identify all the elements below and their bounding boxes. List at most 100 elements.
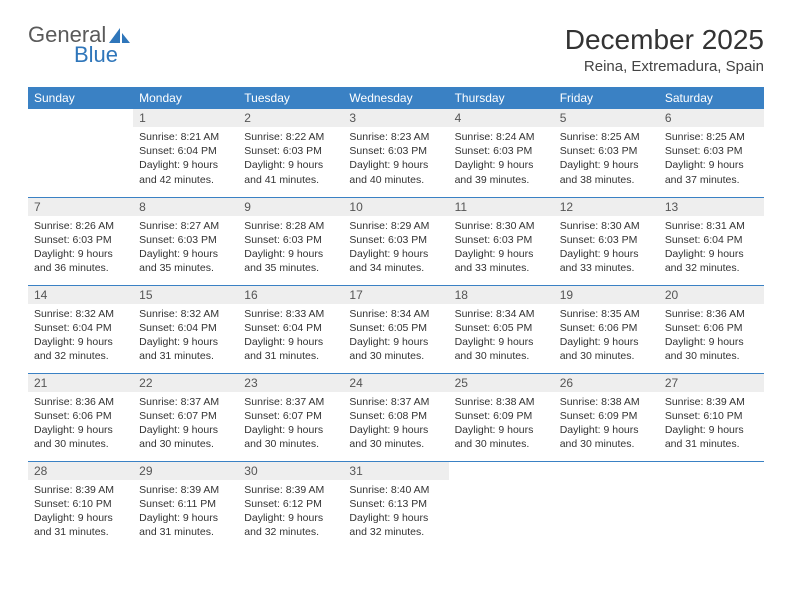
sunrise-label: Sunrise:: [455, 308, 494, 320]
sunrise-value: 8:25 AM: [706, 131, 745, 143]
sunrise-value: 8:32 AM: [75, 308, 114, 320]
sunrise-label: Sunrise:: [139, 131, 178, 143]
calendar-day-cell: 24Sunrise: 8:37 AMSunset: 6:08 PMDayligh…: [343, 373, 448, 461]
sunset-label: Sunset:: [455, 322, 491, 334]
weekday-header: Tuesday: [238, 87, 343, 109]
weekday-header: Friday: [554, 87, 659, 109]
calendar-body: 1Sunrise: 8:21 AMSunset: 6:04 PMDaylight…: [28, 109, 764, 549]
sunrise-value: 8:40 AM: [391, 484, 430, 496]
day-details: Sunrise: 8:37 AMSunset: 6:08 PMDaylight:…: [343, 392, 448, 458]
sunrise-label: Sunrise:: [349, 484, 388, 496]
calendar-day-cell: 7Sunrise: 8:26 AMSunset: 6:03 PMDaylight…: [28, 197, 133, 285]
sunset-label: Sunset:: [665, 234, 701, 246]
day-number: 6: [659, 109, 764, 127]
daylight-label: Daylight:: [244, 424, 285, 436]
day-details: Sunrise: 8:32 AMSunset: 6:04 PMDaylight:…: [28, 304, 133, 370]
day-details: Sunrise: 8:36 AMSunset: 6:06 PMDaylight:…: [28, 392, 133, 458]
sunrise-label: Sunrise:: [139, 220, 178, 232]
day-number: 21: [28, 374, 133, 392]
calendar-day-cell: 17Sunrise: 8:34 AMSunset: 6:05 PMDayligh…: [343, 285, 448, 373]
day-details: Sunrise: 8:39 AMSunset: 6:10 PMDaylight:…: [659, 392, 764, 458]
weekday-header: Wednesday: [343, 87, 448, 109]
sunrise-label: Sunrise:: [139, 308, 178, 320]
sunrise-value: 8:37 AM: [181, 396, 220, 408]
sunset-label: Sunset:: [244, 498, 280, 510]
daylight-label: Daylight:: [349, 512, 390, 524]
calendar-day-cell: 26Sunrise: 8:38 AMSunset: 6:09 PMDayligh…: [554, 373, 659, 461]
daylight-label: Daylight:: [34, 336, 75, 348]
day-details: Sunrise: 8:25 AMSunset: 6:03 PMDaylight:…: [659, 127, 764, 193]
calendar-header-row: SundayMondayTuesdayWednesdayThursdayFrid…: [28, 87, 764, 109]
sunset-label: Sunset:: [349, 234, 385, 246]
sunset-value: 6:03 PM: [388, 145, 427, 157]
sunset-label: Sunset:: [244, 410, 280, 422]
daylight-label: Daylight:: [139, 248, 180, 260]
day-number: 23: [238, 374, 343, 392]
daylight-label: Daylight:: [455, 159, 496, 171]
calendar-day-cell: 6Sunrise: 8:25 AMSunset: 6:03 PMDaylight…: [659, 109, 764, 197]
daylight-label: Daylight:: [34, 424, 75, 436]
calendar-week-row: 1Sunrise: 8:21 AMSunset: 6:04 PMDaylight…: [28, 109, 764, 197]
sunrise-label: Sunrise:: [139, 484, 178, 496]
sunset-label: Sunset:: [34, 410, 70, 422]
daylight-label: Daylight:: [455, 424, 496, 436]
sunrise-value: 8:21 AM: [181, 131, 220, 143]
sunrise-value: 8:39 AM: [181, 484, 220, 496]
sunrise-value: 8:29 AM: [391, 220, 430, 232]
sunrise-label: Sunrise:: [665, 396, 704, 408]
sunrise-label: Sunrise:: [244, 396, 283, 408]
calendar-day-cell: 21Sunrise: 8:36 AMSunset: 6:06 PMDayligh…: [28, 373, 133, 461]
day-number: 29: [133, 462, 238, 480]
daylight-label: Daylight:: [560, 159, 601, 171]
sunrise-label: Sunrise:: [139, 396, 178, 408]
sunset-value: 6:08 PM: [388, 410, 427, 422]
daylight-label: Daylight:: [244, 248, 285, 260]
sunset-label: Sunset:: [349, 498, 385, 510]
sunset-label: Sunset:: [139, 322, 175, 334]
calendar-day-cell: 13Sunrise: 8:31 AMSunset: 6:04 PMDayligh…: [659, 197, 764, 285]
calendar-week-row: 14Sunrise: 8:32 AMSunset: 6:04 PMDayligh…: [28, 285, 764, 373]
sunset-label: Sunset:: [349, 322, 385, 334]
sunrise-label: Sunrise:: [34, 484, 73, 496]
calendar-day-cell: 1Sunrise: 8:21 AMSunset: 6:04 PMDaylight…: [133, 109, 238, 197]
calendar-day-cell: 15Sunrise: 8:32 AMSunset: 6:04 PMDayligh…: [133, 285, 238, 373]
sunset-value: 6:04 PM: [283, 322, 322, 334]
day-number: 3: [343, 109, 448, 127]
daylight-label: Daylight:: [139, 424, 180, 436]
day-details: Sunrise: 8:23 AMSunset: 6:03 PMDaylight:…: [343, 127, 448, 193]
day-number: 17: [343, 286, 448, 304]
sunset-label: Sunset:: [455, 234, 491, 246]
sunset-value: 6:05 PM: [493, 322, 532, 334]
calendar-day-cell: 9Sunrise: 8:28 AMSunset: 6:03 PMDaylight…: [238, 197, 343, 285]
sunset-value: 6:03 PM: [493, 145, 532, 157]
daylight-label: Daylight:: [139, 159, 180, 171]
sunset-value: 6:06 PM: [598, 322, 637, 334]
weekday-header: Sunday: [28, 87, 133, 109]
sunrise-label: Sunrise:: [560, 220, 599, 232]
sunset-label: Sunset:: [34, 234, 70, 246]
sunset-label: Sunset:: [560, 410, 596, 422]
sunset-value: 6:05 PM: [388, 322, 427, 334]
calendar-day-cell: 28Sunrise: 8:39 AMSunset: 6:10 PMDayligh…: [28, 461, 133, 549]
weekday-header: Thursday: [449, 87, 554, 109]
sunrise-value: 8:23 AM: [391, 131, 430, 143]
sunset-value: 6:03 PM: [703, 145, 742, 157]
sunset-value: 6:03 PM: [493, 234, 532, 246]
sunset-label: Sunset:: [139, 410, 175, 422]
sunset-value: 6:07 PM: [283, 410, 322, 422]
sunset-label: Sunset:: [349, 145, 385, 157]
day-number: 24: [343, 374, 448, 392]
day-details: Sunrise: 8:32 AMSunset: 6:04 PMDaylight:…: [133, 304, 238, 370]
daylight-label: Daylight:: [560, 424, 601, 436]
day-details: Sunrise: 8:38 AMSunset: 6:09 PMDaylight:…: [449, 392, 554, 458]
day-number: 30: [238, 462, 343, 480]
sunset-label: Sunset:: [244, 234, 280, 246]
daylight-label: Daylight:: [244, 512, 285, 524]
sunset-value: 6:10 PM: [703, 410, 742, 422]
sunset-value: 6:09 PM: [598, 410, 637, 422]
daylight-label: Daylight:: [34, 248, 75, 260]
day-number: 31: [343, 462, 448, 480]
sunrise-value: 8:33 AM: [286, 308, 325, 320]
sunset-value: 6:06 PM: [73, 410, 112, 422]
sunset-label: Sunset:: [665, 410, 701, 422]
